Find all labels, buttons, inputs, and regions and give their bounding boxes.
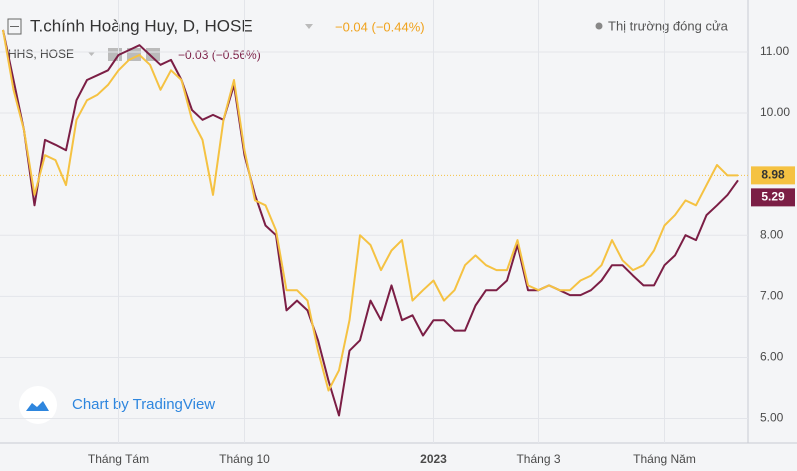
watermark[interactable]: Chart by TradingView xyxy=(72,396,215,413)
y-tick-label: 10.00 xyxy=(760,105,790,119)
price-label-box xyxy=(751,166,795,185)
x-tick-label: Tháng Năm xyxy=(633,452,696,466)
y-tick-label: 11.00 xyxy=(760,44,789,58)
collapse-icon[interactable] xyxy=(7,18,22,35)
status-dot xyxy=(595,22,603,30)
y-tick-label: 8.00 xyxy=(760,227,784,241)
y-tick-label: 7.00 xyxy=(760,289,784,303)
x-tick-label: Tháng 10 xyxy=(219,452,270,466)
remove-icon[interactable] xyxy=(146,48,160,61)
series-line xyxy=(2,29,738,392)
dropdown-arrow[interactable] xyxy=(305,24,313,29)
price-label: 8.98 xyxy=(761,168,785,182)
y-tick-label: 6.00 xyxy=(760,350,784,364)
tv-logo xyxy=(26,401,49,411)
compare-title: HHS, HOSE xyxy=(8,47,74,61)
dropdown-arrow[interactable] xyxy=(88,52,95,56)
tv-logo-badge[interactable] xyxy=(19,386,57,424)
x-tick-label: Tháng Tám xyxy=(88,452,149,466)
price-label-box xyxy=(751,188,795,207)
market-status: Thị trường đóng cửa xyxy=(608,18,729,33)
price-label: 5.29 xyxy=(761,190,785,204)
series-line xyxy=(2,29,739,417)
x-tick-label: Tháng 3 xyxy=(516,452,560,466)
symbol-change: −0.04 (−0.44%) xyxy=(335,19,425,34)
x-tick-label: 2023 xyxy=(420,452,447,466)
y-tick-label: 5.00 xyxy=(760,411,784,425)
settings-icon[interactable] xyxy=(127,48,141,61)
symbol-title: T.chính Hoàng Huy, D, HOSE xyxy=(30,16,253,35)
compare-change: −0.03 (−0.56%) xyxy=(178,48,261,62)
